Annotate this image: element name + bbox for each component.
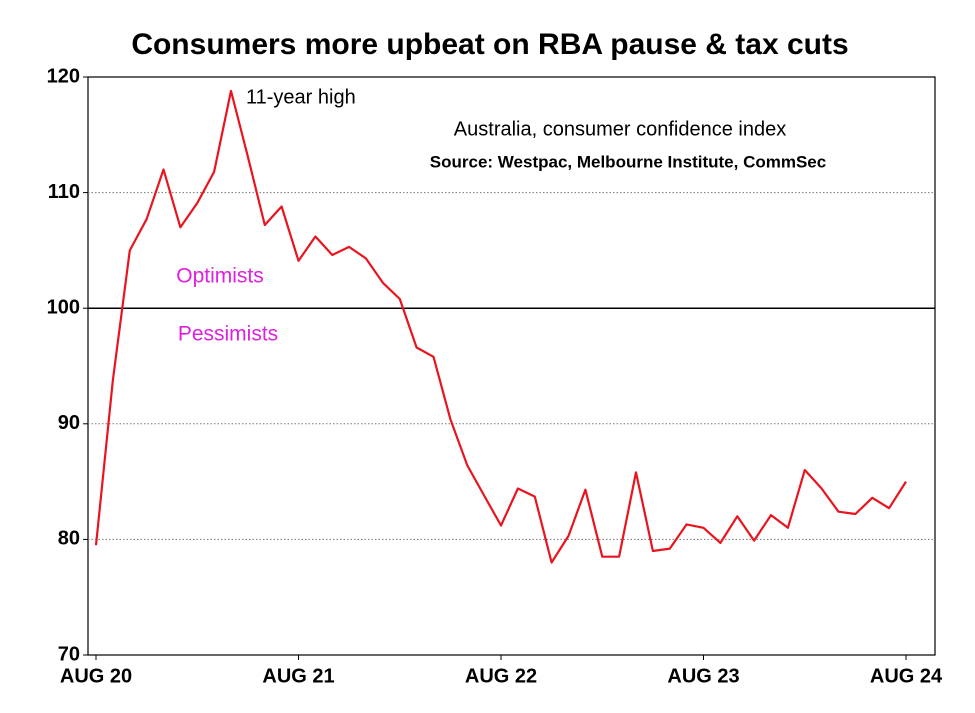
x-tick-label: AUG 22 xyxy=(465,665,537,687)
y-tick-label: 110 xyxy=(48,181,80,203)
chart-title: Consumers more upbeat on RBA pause & tax… xyxy=(131,28,848,61)
x-tick-label: AUG 23 xyxy=(667,665,739,687)
x-tick-label: AUG 21 xyxy=(262,665,334,687)
annotation: Optimists xyxy=(176,265,264,288)
subtitle: Australia, consumer confidence index xyxy=(454,118,786,140)
x-tick-label: AUG 24 xyxy=(870,665,943,687)
annotation: 11-year high xyxy=(246,86,356,108)
source: Source: Westpac, Melbourne Institute, Co… xyxy=(430,152,826,171)
y-tick-label: 120 xyxy=(47,65,80,87)
annotation: Pessimists xyxy=(178,323,278,346)
y-tick-label: 100 xyxy=(47,296,80,318)
y-tick-label: 90 xyxy=(58,412,80,434)
x-tick-label: AUG 20 xyxy=(60,665,132,687)
y-tick-label: 70 xyxy=(58,643,80,665)
data-line xyxy=(94,89,907,564)
y-tick-label: 80 xyxy=(58,528,80,550)
plot-area xyxy=(87,76,936,656)
